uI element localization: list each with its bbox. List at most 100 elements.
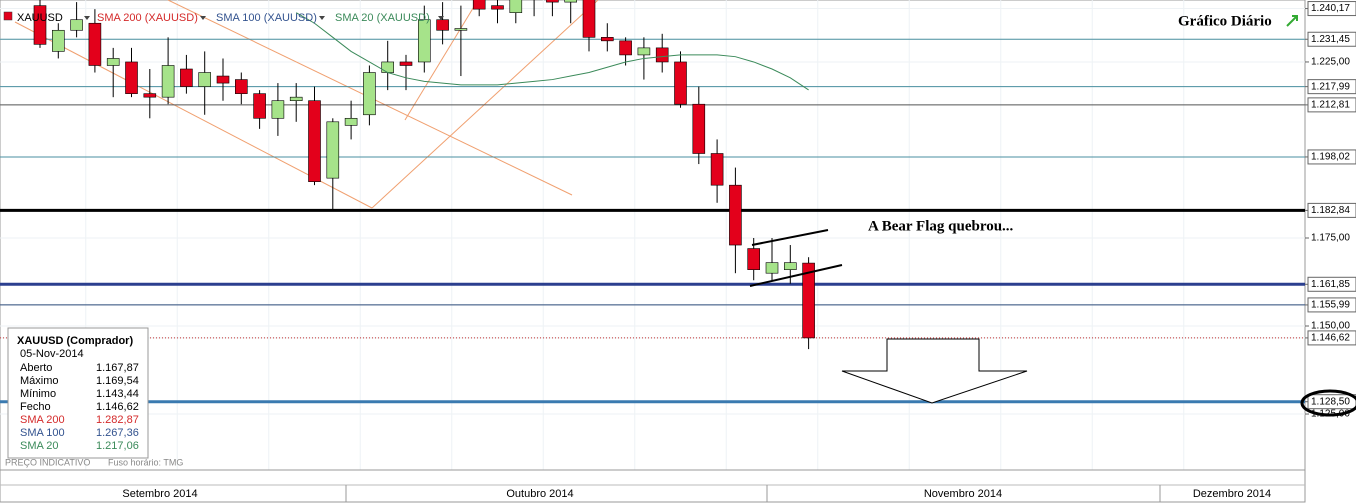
candle-body	[783, 262, 797, 270]
y-tick-label: 1.128,50	[1311, 396, 1350, 407]
flag-line	[751, 229, 829, 246]
info-value: 1.267,36	[96, 427, 139, 439]
y-tick-label: 1.231,45	[1311, 34, 1350, 45]
y-tick-box	[1307, 31, 1356, 47]
candle-body	[692, 103, 706, 154]
month-label: Novembro 2014	[924, 488, 1002, 500]
candle-body	[344, 117, 358, 126]
candle-body	[564, 0, 578, 3]
info-label: SMA 20	[20, 440, 59, 452]
info-value: 1.169,54	[96, 375, 139, 387]
legend-entry: SMA 200 (XAUUSD)	[97, 12, 198, 24]
candle-body	[417, 19, 431, 63]
footer-timezone: Fuso horário: TMG	[108, 457, 183, 467]
legend-entry: SMA 100 (XAUUSD)	[216, 12, 317, 24]
candle-body	[491, 5, 504, 10]
candle-body	[710, 153, 724, 186]
candle-body	[600, 37, 614, 42]
candle-body	[180, 68, 193, 87]
candle-body	[747, 248, 761, 270]
annotation: A Bear Flag quebrou...	[868, 218, 1014, 234]
y-tick-box	[1307, 149, 1356, 165]
candle-body	[619, 40, 632, 56]
info-title: XAUUSD (Comprador)	[17, 335, 133, 347]
y-tick-box	[1307, 202, 1356, 218]
y-tick-label: 1.225,00	[1311, 57, 1350, 68]
legend-entry: SMA 20 (XAUUSD)	[335, 12, 430, 24]
candle-body	[326, 121, 340, 179]
candle-body	[33, 5, 47, 45]
flag-line	[749, 264, 843, 287]
candle-body	[472, 0, 486, 10]
candle-body	[655, 47, 669, 63]
candle-body	[198, 72, 211, 87]
bear-flag	[749, 229, 1028, 404]
candle-body	[289, 96, 303, 101]
candle-body	[253, 93, 266, 119]
y-tick-box	[1307, 297, 1356, 313]
y-tick-label: 1.161,85	[1311, 279, 1350, 290]
footer-note: PREÇO INDICATIVO	[5, 457, 90, 467]
info-label: Máximo	[20, 375, 59, 387]
y-tick-label: 1.155,99	[1311, 300, 1350, 311]
y-tick-label: 1.198,02	[1311, 152, 1350, 163]
candle-body	[161, 65, 175, 98]
dropdown-icon	[200, 16, 206, 20]
candle-body	[271, 100, 285, 119]
chart-title: Gráfico Diário	[1178, 13, 1272, 29]
candle-body	[216, 75, 230, 84]
candle-body	[235, 79, 248, 94]
month-label: Setembro 2014	[122, 488, 197, 500]
candle-body	[106, 58, 120, 66]
y-tick-box	[1307, 79, 1356, 95]
highlight-ellipse	[1300, 389, 1356, 417]
symbol-icon	[3, 11, 13, 21]
y-tick-box	[1307, 276, 1356, 292]
info-value: 1.217,06	[96, 440, 139, 452]
info-value: 1.143,44	[96, 388, 139, 400]
info-value: 1.282,87	[96, 414, 139, 426]
candle-body	[674, 61, 687, 105]
y-tick-label: 1.150,00	[1311, 321, 1350, 332]
month-label: Dezembro 2014	[1193, 488, 1271, 500]
y-tick-box	[1307, 1, 1356, 17]
y-tick-label: 1.217,99	[1311, 81, 1350, 92]
candle-body	[509, 0, 523, 13]
info-label: SMA 200	[20, 414, 65, 426]
candle-body	[454, 28, 468, 31]
channel-line	[404, 0, 479, 121]
candle-body	[363, 72, 376, 116]
info-label: Mínimo	[20, 388, 56, 400]
info-date: 05-Nov-2014	[20, 348, 84, 360]
candle-body	[51, 29, 65, 52]
dropdown-icon	[319, 16, 325, 20]
channel-line	[371, 0, 599, 209]
candle-body	[546, 0, 559, 3]
info-box: XAUUSD (Comprador) 05-Nov-2014	[7, 327, 149, 459]
info-value: 1.167,87	[96, 362, 139, 374]
info-value: 1.146,62	[96, 401, 139, 413]
y-tick-label: 1.175,00	[1311, 233, 1350, 244]
candle-body	[637, 47, 651, 56]
top-legend: XAUUSD	[3, 11, 90, 24]
y-tick-box	[1307, 97, 1356, 113]
candle-body	[399, 61, 413, 66]
plot-area	[0, 0, 1306, 471]
down-arrow	[841, 338, 1028, 404]
symbol-label: XAUUSD	[17, 12, 63, 24]
sma-line	[295, 12, 809, 91]
y-tick-box	[1307, 330, 1356, 346]
x-axis-frame	[0, 469, 1306, 503]
y-tick-box	[1307, 394, 1356, 410]
candle-body	[88, 22, 102, 66]
candle-body	[582, 0, 596, 38]
candle-body	[765, 262, 779, 274]
info-label: Aberto	[20, 362, 52, 374]
info-label: Fecho	[20, 401, 51, 413]
y-tick-label: 1.146,62	[1311, 333, 1350, 344]
y-tick-label: 1.212,81	[1311, 100, 1350, 111]
dropdown-icon[interactable]	[84, 16, 90, 20]
candle-body	[308, 100, 321, 182]
info-label: SMA 100	[20, 427, 65, 439]
